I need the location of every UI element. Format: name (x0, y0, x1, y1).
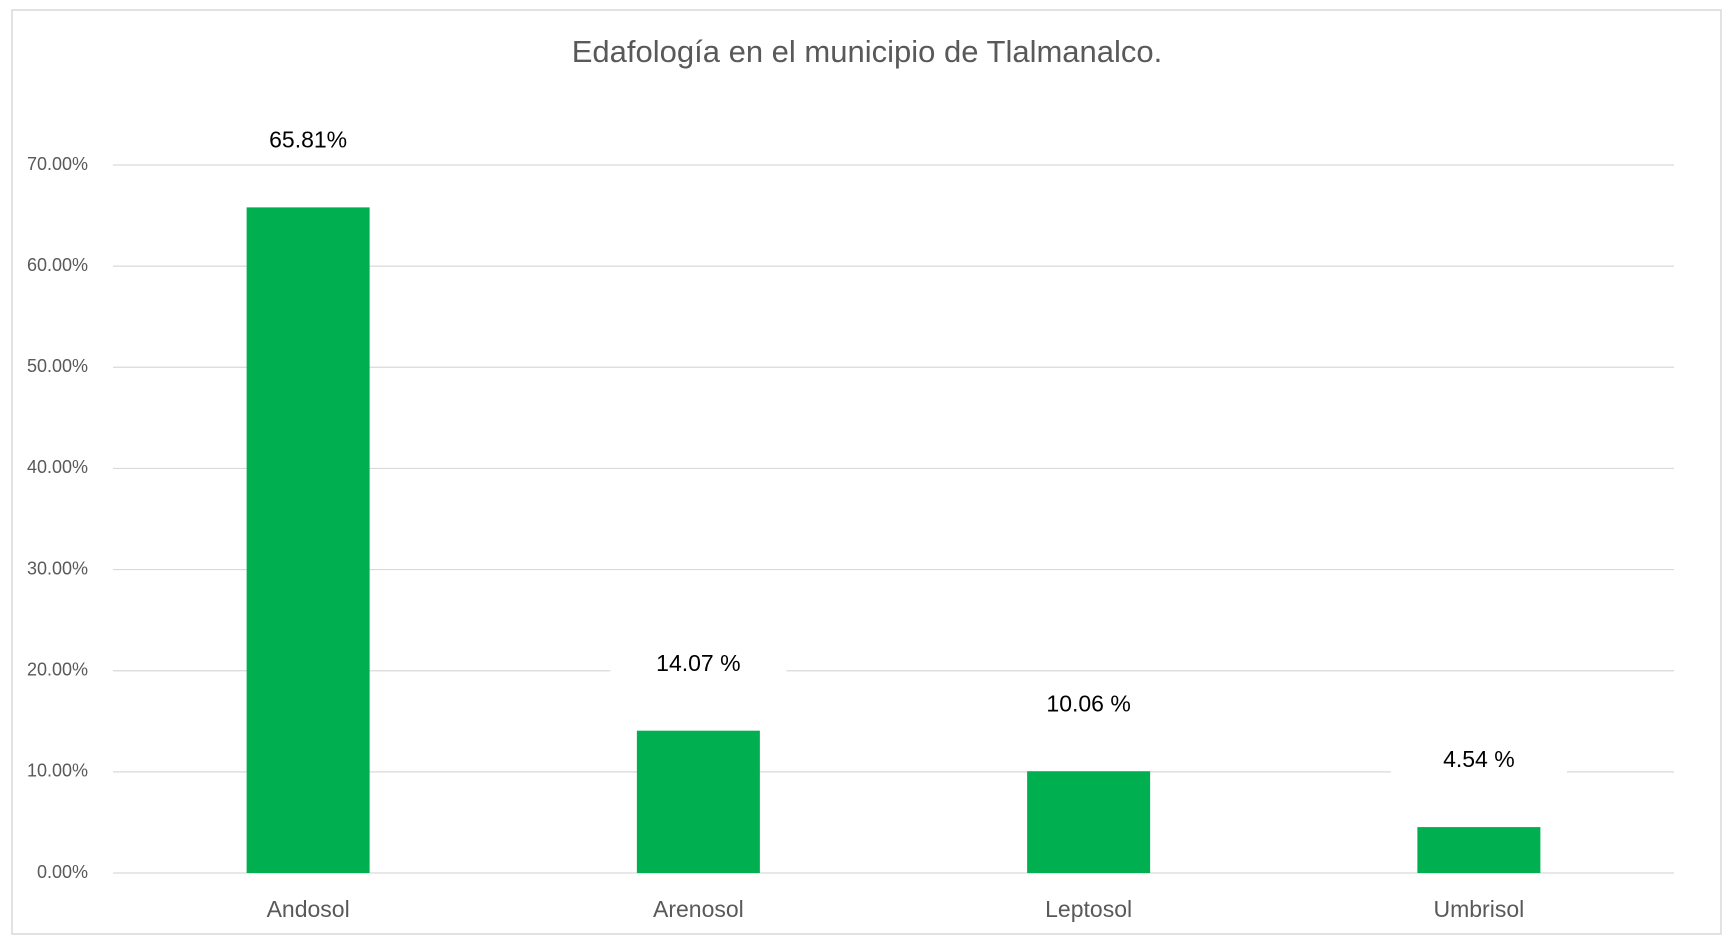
x-tick-label: Arenosol (653, 896, 744, 922)
data-label-bg (220, 123, 397, 160)
y-tick-label: 20.00% (27, 659, 88, 679)
y-tick-label: 40.00% (27, 457, 88, 477)
x-tick-label: Umbrisol (1434, 896, 1525, 922)
x-tick-label: Andosol (267, 896, 350, 922)
data-label-bg (1390, 743, 1567, 780)
y-tick-label: 70.00% (27, 154, 88, 174)
bar (246, 207, 370, 874)
x-tick-label: Leptosol (1045, 896, 1132, 922)
data-label-bg (1000, 687, 1177, 724)
data-label: 10.06 % (1046, 690, 1130, 716)
data-label: 4.54 % (1443, 746, 1515, 772)
data-label: 14.07 % (656, 650, 740, 676)
data-label: 65.81% (269, 126, 347, 152)
bar (636, 730, 760, 873)
bar (1027, 771, 1151, 873)
bar (1417, 827, 1541, 873)
y-tick-label: 0.00% (37, 862, 88, 882)
y-tick-label: 60.00% (27, 255, 88, 275)
y-tick-label: 50.00% (27, 356, 88, 376)
y-tick-label: 10.00% (27, 761, 88, 781)
y-tick-label: 30.00% (27, 558, 88, 578)
chart-title: Edafología en el municipio de Tlalmanalc… (572, 34, 1163, 69)
data-label-bg (610, 646, 787, 683)
